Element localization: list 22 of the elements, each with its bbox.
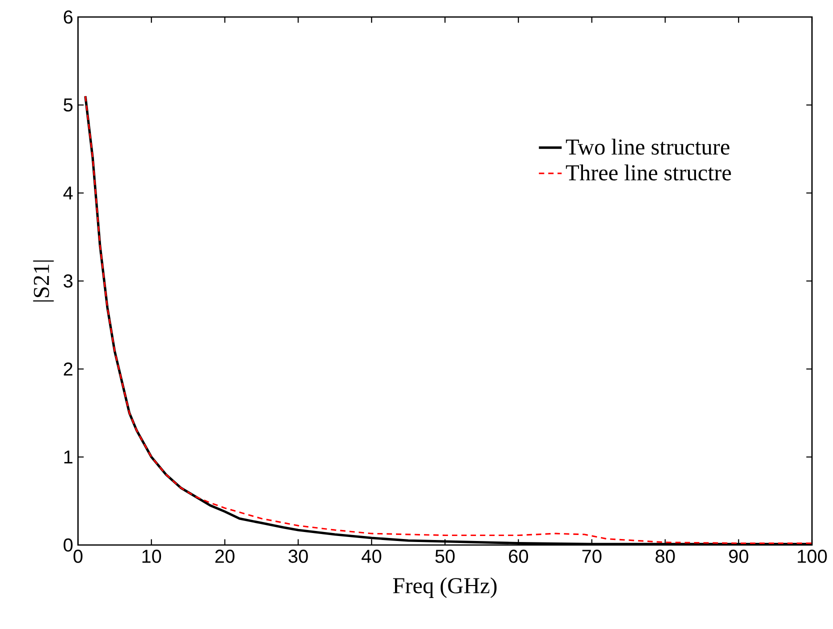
legend-label: Two line structure [566,138,730,155]
x-tick-label: 50 [435,550,455,563]
y-tick-label: 3 [64,274,72,288]
y-tick-label: 1 [64,450,72,464]
y-axis-title: |S21| [33,260,54,302]
x-tick-label: 70 [582,550,602,563]
y-tick-label: 5 [64,98,73,112]
y-tick-label: 0 [64,538,73,552]
x-tick-label: 100 [798,550,827,563]
y-tick-label: 4 [63,186,73,200]
x-tick-label: 80 [656,550,675,563]
y-tick-label: 2 [64,362,72,376]
x-tick-label: 40 [362,550,382,563]
legend-label: Three line structre [566,164,731,180]
x-tick-label: 10 [142,550,162,563]
x-tick-label: 30 [288,550,308,563]
x-tick-label: 20 [215,550,234,563]
x-axis-title: Freq (GHz) [393,577,497,598]
x-tick-label: 60 [508,550,528,563]
x-tick-label: 0 [74,550,82,563]
y-tick-label: 6 [64,10,72,24]
x-tick-label: 90 [729,550,748,563]
